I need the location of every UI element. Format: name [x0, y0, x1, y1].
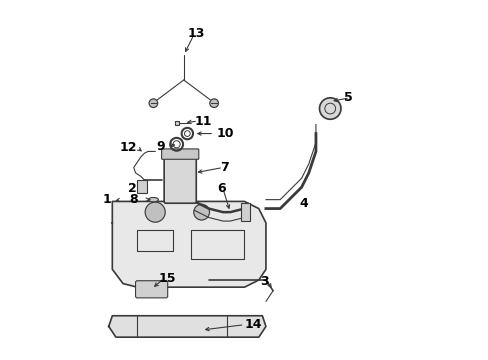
Bar	[137, 180, 147, 193]
Bar	[241, 203, 249, 221]
Bar	[175, 121, 179, 125]
Text: 15: 15	[159, 272, 176, 285]
Text: 11: 11	[194, 114, 212, 127]
Circle shape	[319, 98, 340, 119]
Text: 8: 8	[129, 193, 138, 206]
Circle shape	[209, 99, 218, 108]
FancyBboxPatch shape	[164, 157, 196, 203]
Text: 14: 14	[244, 318, 262, 331]
Polygon shape	[108, 316, 265, 337]
Text: 2: 2	[127, 183, 136, 195]
Polygon shape	[112, 202, 265, 287]
Text: 6: 6	[217, 183, 225, 195]
Text: 5: 5	[343, 91, 352, 104]
Text: 4: 4	[299, 197, 307, 210]
FancyBboxPatch shape	[135, 281, 167, 298]
Circle shape	[145, 202, 165, 222]
Text: 13: 13	[187, 27, 204, 40]
FancyBboxPatch shape	[162, 149, 198, 159]
Circle shape	[193, 204, 209, 220]
Circle shape	[149, 99, 157, 108]
Text: 10: 10	[216, 127, 233, 140]
Ellipse shape	[148, 198, 158, 202]
Text: 3: 3	[259, 275, 268, 288]
Text: 12: 12	[120, 141, 137, 154]
Text: 1: 1	[102, 193, 111, 206]
Text: 9: 9	[156, 140, 164, 153]
Text: 7: 7	[220, 161, 229, 174]
